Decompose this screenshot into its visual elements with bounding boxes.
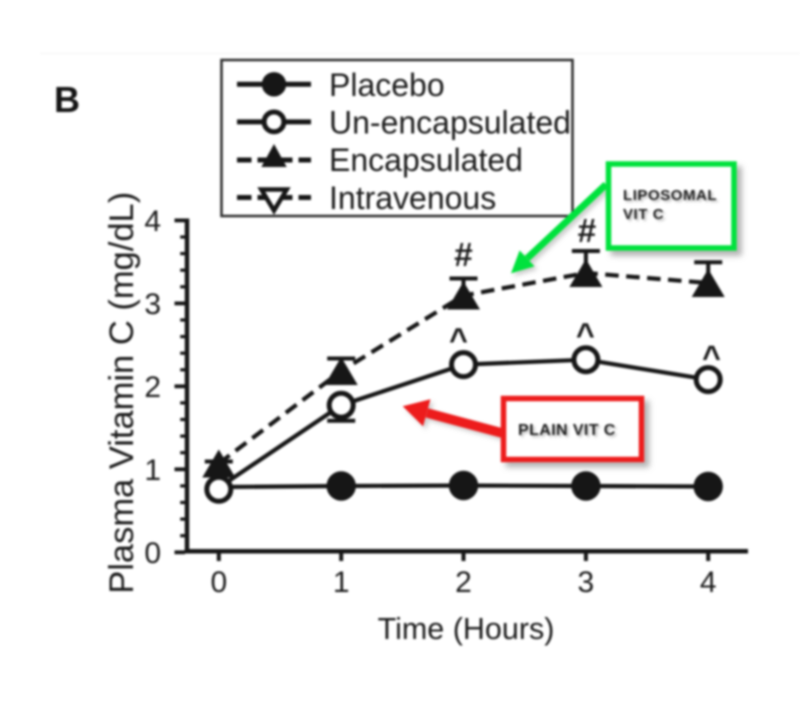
svg-text:VIT C: VIT C [623,206,664,223]
svg-text:#: # [578,213,597,250]
svg-text:^: ^ [576,317,595,353]
svg-text:B: B [54,79,80,120]
svg-text:Encapsulated: Encapsulated [329,142,523,178]
svg-text:3: 3 [144,288,161,321]
svg-text:Plasma Vitamin C (mg/dL): Plasma Vitamin C (mg/dL) [103,192,141,594]
svg-text:PLAIN VIT C: PLAIN VIT C [518,422,616,439]
svg-text:Intravenous: Intravenous [329,180,496,216]
svg-text:^: ^ [449,322,468,358]
svg-text:4: 4 [144,205,161,238]
svg-text:LIPOSOMAL: LIPOSOMAL [623,187,717,204]
svg-text:Placebo: Placebo [329,67,445,103]
svg-text:2: 2 [455,566,472,599]
svg-text:0: 0 [144,537,161,570]
svg-text:^: ^ [702,339,721,375]
svg-text:Time (Hours): Time (Hours) [378,612,555,646]
svg-text:1: 1 [144,454,161,487]
svg-text:3: 3 [578,566,595,599]
svg-text:Un-encapsulated: Un-encapsulated [329,105,571,141]
svg-text:4: 4 [700,566,717,599]
svg-text:2: 2 [144,371,161,404]
svg-text:0: 0 [210,566,227,599]
svg-text:1: 1 [333,566,350,599]
svg-text:#: # [454,237,473,274]
